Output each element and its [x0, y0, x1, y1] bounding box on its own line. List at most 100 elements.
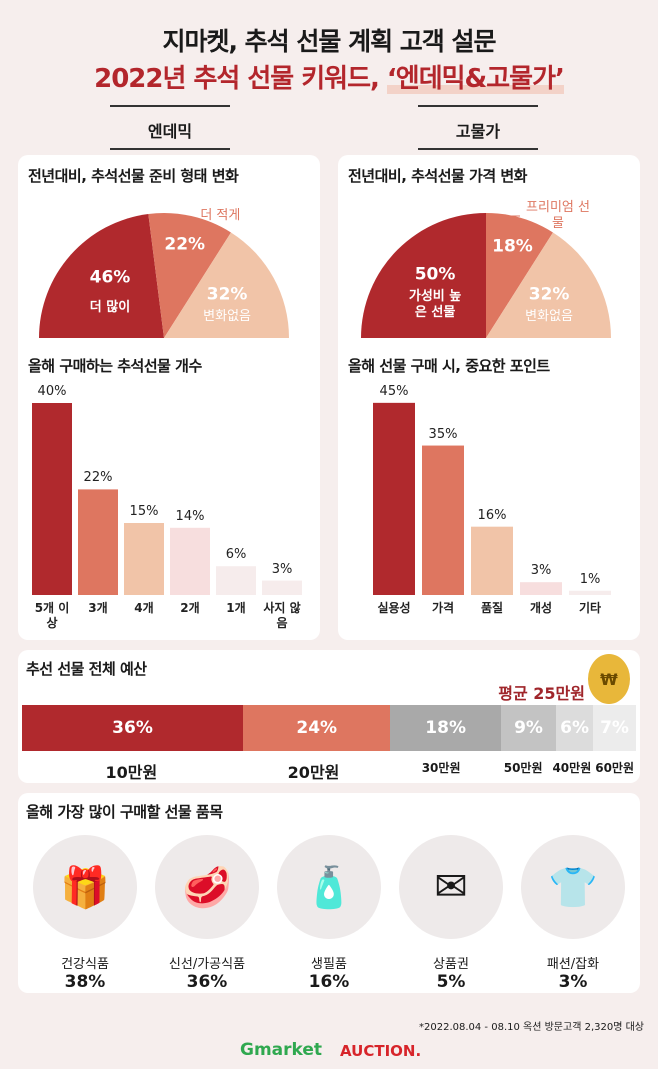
items-panel: 올해 가장 많이 구매할 선물 품목 🎁 건강식품 38% 🥩 신선/가공식품 36% 🧴 생… [18, 793, 640, 993]
ornament-divider [110, 148, 230, 150]
bar-category-label: 2개 [180, 601, 200, 615]
bar [124, 523, 164, 595]
pie-category-label: 프리미엄 선물 [526, 199, 590, 231]
pie-value-label: 46% [89, 267, 131, 288]
ginseng-box-icon: 🎁 [33, 835, 137, 939]
pie-value-label: 18% [492, 236, 533, 257]
item-percent: 16% [308, 972, 350, 992]
budget-category-label: 10만원 [105, 763, 158, 782]
bar [520, 582, 562, 595]
bar-value-label: 6% [225, 547, 247, 563]
gift-item: 👕 패션/잡화 3% [514, 835, 632, 992]
pie-category-label: 더 적게 [200, 207, 241, 223]
ornament-divider [418, 148, 538, 150]
bar-value-label: 40% [37, 383, 67, 399]
bar-category-label: 품질 [480, 601, 504, 615]
bar-title: 올해 구매하는 추석선물 개수 [28, 357, 202, 375]
pie-value-label: 50% [414, 264, 456, 285]
item-name: 상품권 [433, 957, 469, 972]
bar [373, 402, 415, 595]
gift-item: 🥩 신선/가공식품 36% [148, 835, 266, 992]
pie-category-label: 변화없음 [525, 309, 574, 325]
pie-slice [486, 213, 553, 338]
bar-value-label: 3% [530, 563, 552, 579]
average-budget: 평균 25만원 [498, 684, 585, 703]
bar-value-label: 35% [428, 426, 458, 442]
budget-segment: 9% [500, 705, 557, 751]
pie-title: 전년대비, 추석선물 준비 형태 변화 [28, 167, 239, 185]
toiletries-icon: 🧴 [277, 835, 381, 939]
pie-slice [164, 232, 289, 338]
budget-bar: 36% 24% 18% 9% 6% 7% 10만원 20만원 30만원 50만원 40만원 60만원 [22, 705, 636, 785]
bar [216, 566, 256, 595]
gift-item: ✉ 상품권 5% [392, 835, 510, 992]
section-endemic-label: 엔데믹 [147, 122, 193, 141]
subtitle-highlight: ‘엔데믹&고물가’ [386, 64, 565, 94]
item-percent: 38% [64, 972, 106, 992]
pie-title: 전년대비, 추석선물 가격 변화 [348, 167, 527, 185]
pie-slice [148, 213, 231, 338]
item-name: 신선/가공식품 [168, 957, 246, 972]
bar [569, 590, 611, 595]
meat-gift-box-icon: 🥩 [155, 835, 259, 939]
item-percent: 3% [558, 972, 588, 992]
pie-category-label: 변화없음 [203, 309, 252, 325]
item-name: 패션/잡화 [546, 957, 600, 972]
bar [262, 580, 302, 595]
budget-category-label: 60만원 [595, 761, 635, 775]
budget-category-label: 30만원 [421, 761, 461, 775]
pie-category-label: 더 많이 [89, 300, 131, 316]
items-title: 올해 가장 많이 구매할 선물 품목 [26, 803, 223, 821]
bar [170, 527, 210, 595]
bar-category-label: 개성 [529, 601, 553, 615]
budget-category-label: 40만원 [552, 761, 592, 775]
pie-slice [39, 213, 164, 338]
bar-category-label: 가격 [431, 601, 455, 615]
bar-value-label: 22% [83, 470, 113, 486]
pie-value-label: 32% [206, 284, 248, 305]
budget-category-label: 50만원 [503, 761, 543, 775]
pie-value-label: 22% [164, 234, 206, 255]
bar [32, 403, 72, 595]
bar-value-label: 3% [271, 561, 293, 577]
pie-slice [361, 213, 486, 338]
gift-card-envelope-icon: ✉ [399, 835, 503, 939]
bar-category-label: 5개 이상 [34, 601, 70, 630]
main-title: 지마켓, 추석 선물 계획 고객 설문 [162, 27, 496, 56]
item-name: 생필품 [311, 957, 347, 972]
budget-panel: 추선 선물 전체 예산 평균 25만원 ₩ 36% 24% 18% 9% 6% 7% 10만… [18, 650, 640, 783]
bar-value-label: 16% [477, 507, 507, 523]
pie-value-label: 32% [528, 284, 570, 305]
bar-category-label: 기타 [578, 601, 602, 615]
budget-label-row: 10만원 20만원 30만원 50만원 40만원 60만원 [22, 759, 636, 783]
bar [422, 445, 464, 595]
budget-category-label: 20만원 [287, 763, 340, 782]
gift-item: 🧴 생필품 16% [270, 835, 388, 992]
bar-value-label: 45% [379, 383, 409, 399]
pie-slice [486, 232, 611, 338]
bar-category-label: 실용성 [377, 601, 411, 615]
bar-value-label: 1% [579, 571, 601, 587]
budget-segment: 18% [390, 705, 501, 751]
item-percent: 5% [436, 972, 466, 992]
coin-stack-icon: ₩ [588, 654, 630, 704]
budget-title: 추선 선물 전체 예산 [26, 660, 147, 678]
bar [78, 489, 118, 595]
bar-value-label: 15% [129, 503, 159, 519]
section-inflation-label: 고물가 [455, 122, 501, 141]
bar-value-label: 14% [175, 508, 205, 524]
ornament-divider [110, 105, 230, 107]
budget-segment: 6% [556, 705, 593, 751]
leader-line [505, 215, 520, 226]
item-name: 건강식품 [61, 957, 109, 972]
budget-segment: 24% [243, 705, 391, 751]
chart-label-layer: 46% 더 많이 22% 더 적게 32% 변화없음 50% 가성비 높은 선물 18% 프리미엄… [34, 199, 602, 630]
footnote: *2022.08.04 - 08.10 옥션 방문고객 2,320명 대상 [419, 1022, 644, 1033]
gmarket-logo: Gmarket [240, 1040, 323, 1060]
bar [471, 526, 513, 595]
bar-category-label: 3개 [88, 601, 108, 615]
charts-svg [32, 213, 611, 595]
budget-segment: 36% [22, 705, 244, 751]
item-percent: 36% [186, 972, 228, 992]
subtitle: 2022년 추석 선물 키워드, ‘엔데믹&고물가’ [0, 58, 658, 95]
